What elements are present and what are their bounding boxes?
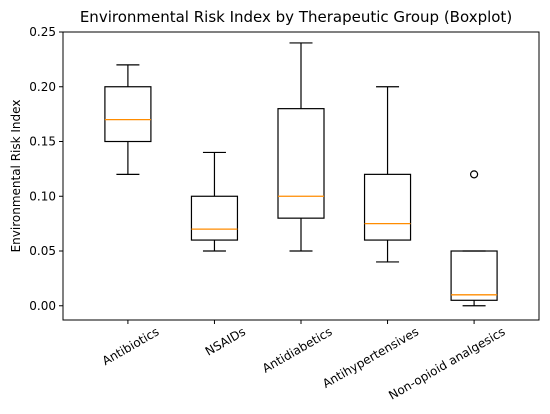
box-antidiabetics bbox=[277, 42, 325, 252]
iqr-box bbox=[277, 108, 325, 219]
outlier-point bbox=[469, 170, 479, 179]
iqr-box bbox=[190, 195, 239, 241]
y-axis: 0.00 0.05 0.10 0.15 0.20 0.25 bbox=[29, 25, 63, 313]
box-antihypertensives bbox=[363, 86, 412, 263]
y-tick-label: 0.20 bbox=[29, 80, 56, 94]
y-tick-label: 0.05 bbox=[29, 244, 56, 258]
x-axis: Antibiotics NSAIDs AntidiabeticsAntihypert… bbox=[100, 320, 508, 403]
y-tick-label: 0.25 bbox=[29, 25, 56, 39]
y-tick-label: 0.00 bbox=[29, 299, 56, 313]
x-tick-label: Antidiabetics bbox=[260, 324, 335, 375]
box-non-opioid-analgesics bbox=[450, 170, 498, 307]
box-nsaids bbox=[190, 151, 239, 252]
iqr-box bbox=[450, 250, 498, 301]
y-tick-label: 0.10 bbox=[29, 189, 56, 203]
box-antibiotics bbox=[104, 64, 152, 175]
iqr-box bbox=[104, 86, 152, 143]
chart-title: Environmental Risk Index by Therapeutic … bbox=[80, 8, 512, 26]
x-tick-label: NSAIDs bbox=[203, 324, 248, 358]
x-tick-label: Antibiotics bbox=[100, 324, 162, 368]
box-series bbox=[104, 42, 498, 307]
y-tick-label: 0.15 bbox=[29, 135, 56, 149]
iqr-box bbox=[363, 173, 412, 241]
y-axis-label: Environmental Risk Index bbox=[9, 100, 23, 253]
